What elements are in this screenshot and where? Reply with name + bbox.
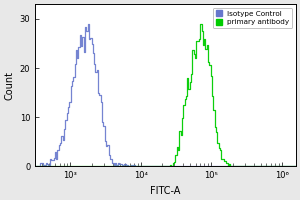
Legend: Isotype Control, primary antibody: Isotype Control, primary antibody [213,8,292,28]
X-axis label: FITC-A: FITC-A [150,186,181,196]
Y-axis label: Count: Count [4,71,14,100]
